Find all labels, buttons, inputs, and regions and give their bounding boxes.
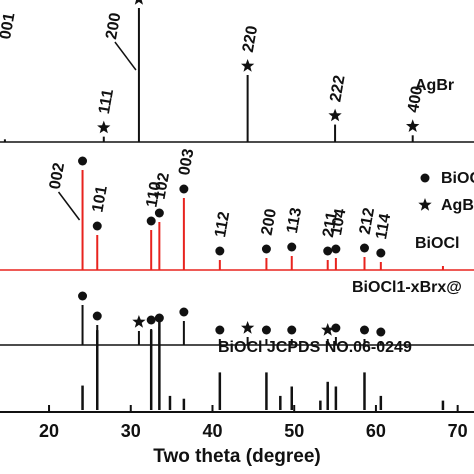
circle-marker bbox=[359, 325, 369, 335]
circle-marker bbox=[376, 248, 386, 258]
star-marker bbox=[241, 59, 255, 72]
label-arrow bbox=[57, 191, 81, 221]
peak-label: 110 bbox=[143, 180, 164, 208]
circle-marker bbox=[323, 246, 333, 256]
legend-label: BiOCl bbox=[441, 170, 474, 187]
peak-label: 200 bbox=[259, 207, 280, 236]
x-tick-label: 30 bbox=[121, 421, 141, 441]
star-marker bbox=[132, 315, 146, 328]
peak-label: 112 bbox=[212, 210, 233, 238]
label-arrow bbox=[114, 41, 137, 71]
circle-marker bbox=[215, 325, 225, 335]
peak-label: 102 bbox=[152, 171, 173, 200]
peak-label: 212 bbox=[357, 206, 378, 235]
star-marker bbox=[241, 321, 255, 334]
x-tick-label: 20 bbox=[39, 421, 59, 441]
peak-label: 400 bbox=[405, 85, 426, 114]
x-axis-label: Two theta (degree) bbox=[153, 446, 321, 467]
peak-label: 222 bbox=[327, 74, 348, 103]
circle-marker bbox=[154, 208, 164, 218]
peak-label: 200 bbox=[103, 11, 124, 40]
circle-marker bbox=[215, 246, 225, 256]
x-tick-label: 50 bbox=[284, 421, 304, 441]
circle-marker bbox=[261, 244, 271, 254]
peak-label: 211 bbox=[320, 210, 341, 238]
pattern-name: BiOCl bbox=[415, 235, 459, 252]
pattern-name: BiOCl JCPDS NO.06-0249 bbox=[218, 339, 412, 356]
circle-marker bbox=[78, 291, 88, 301]
peak-label: 111 bbox=[96, 88, 117, 116]
star-marker bbox=[406, 119, 420, 132]
peak-label: 101 bbox=[89, 184, 110, 213]
peak-label: 104 bbox=[328, 207, 349, 236]
circle-marker bbox=[331, 244, 341, 254]
peak-label: 220 bbox=[240, 24, 261, 53]
star-marker bbox=[134, 0, 143, 5]
star-marker bbox=[321, 323, 335, 336]
circle-marker bbox=[179, 184, 189, 194]
circle-marker bbox=[92, 221, 102, 231]
x-tick-label: 70 bbox=[448, 421, 468, 441]
peak-label: 002 bbox=[47, 161, 68, 190]
star-marker bbox=[97, 120, 111, 134]
pattern-name: AgBr bbox=[415, 77, 454, 94]
circle-marker bbox=[331, 323, 341, 333]
peak-label: 114 bbox=[373, 212, 394, 240]
pattern-name: BiOCl1-xBrx@ bbox=[352, 279, 462, 296]
star-marker bbox=[328, 108, 342, 122]
circle-marker bbox=[287, 242, 297, 252]
circle-marker bbox=[376, 327, 386, 337]
circle-marker bbox=[146, 315, 156, 325]
circle-marker bbox=[287, 325, 297, 335]
star-marker bbox=[418, 198, 432, 211]
circle-marker bbox=[146, 216, 156, 226]
circle-marker bbox=[359, 243, 369, 253]
peak-label: 003 bbox=[176, 147, 197, 176]
circle-marker bbox=[92, 311, 102, 321]
peak-label: 113 bbox=[284, 206, 305, 234]
peak-label: 001 bbox=[0, 11, 18, 40]
circle-marker bbox=[78, 156, 88, 166]
circle-marker bbox=[179, 307, 189, 317]
legend-label: AgBr bbox=[441, 197, 474, 214]
x-tick-label: 60 bbox=[366, 421, 386, 441]
circle-marker bbox=[420, 173, 430, 183]
x-tick-label: 40 bbox=[202, 421, 222, 441]
circle-marker bbox=[261, 325, 271, 335]
